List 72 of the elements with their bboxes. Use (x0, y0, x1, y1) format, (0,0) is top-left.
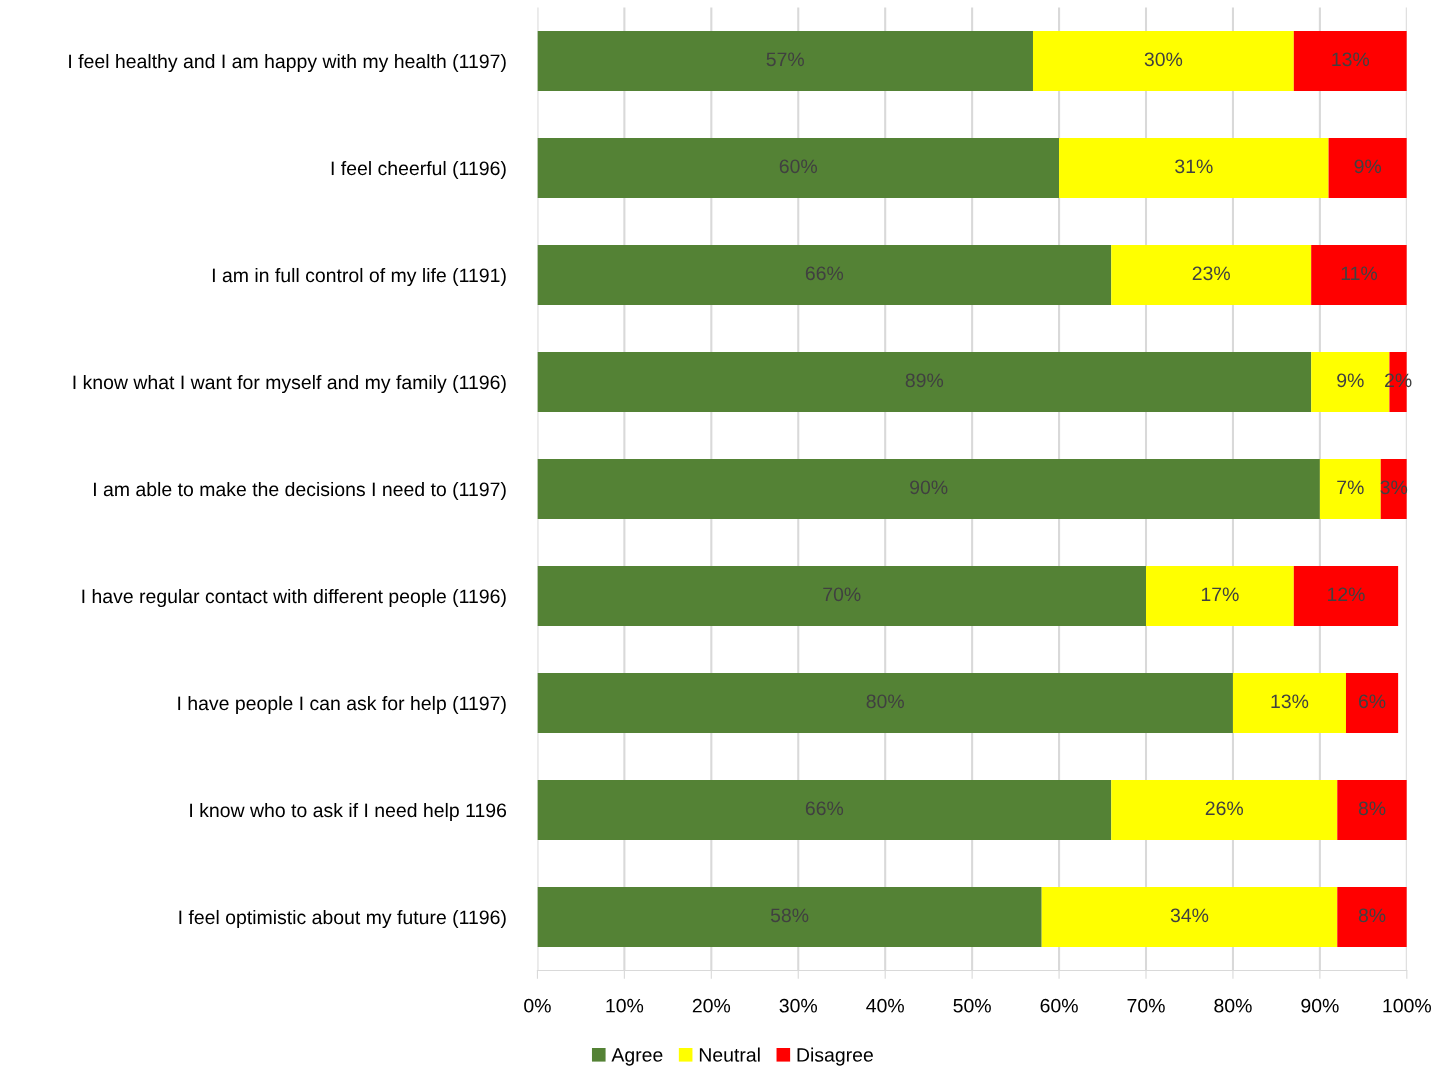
bar (1232, 673, 1346, 733)
data-label: 9% (1354, 159, 1382, 174)
bar (537, 138, 1060, 198)
data-label: 12% (1327, 587, 1365, 602)
data-label: 89% (905, 373, 944, 388)
bar (1146, 566, 1294, 626)
y-tick-label: I know who to ask if I need help 1196 (190, 802, 507, 822)
bar (1345, 673, 1399, 733)
legend-label: Neutral (699, 1047, 760, 1062)
bar (537, 673, 1233, 733)
x-tick-label: 50% (953, 998, 991, 1013)
bar (1337, 780, 1407, 840)
x-tick-label: 60% (1040, 998, 1078, 1013)
y-tick-label: I feel optimistic about my future (1196) (179, 909, 506, 929)
x-tick-label: 90% (1301, 998, 1339, 1013)
x-tick-label: 80% (1214, 998, 1252, 1013)
bar (537, 459, 1320, 519)
data-label: 57% (766, 52, 804, 67)
bar (537, 245, 1112, 305)
y-tick-label: I am in full control of my life (1191) (212, 267, 506, 287)
x-tick-label: 20% (692, 998, 731, 1013)
data-label: 23% (1192, 266, 1230, 281)
bar (1059, 138, 1329, 198)
x-tick-label: 40% (866, 998, 904, 1013)
bar (1041, 887, 1338, 947)
bar (537, 352, 1312, 412)
data-label: 6% (1358, 694, 1386, 709)
legend-label: Disagree (797, 1047, 873, 1066)
data-label: 66% (805, 266, 844, 281)
bar (1111, 780, 1338, 840)
data-label: 70% (823, 587, 861, 602)
x-tick-label: 0% (524, 998, 551, 1013)
data-label: 30% (1144, 52, 1183, 67)
data-label: 31% (1175, 159, 1213, 174)
bar (537, 887, 1042, 947)
data-label: 8% (1358, 908, 1386, 923)
data-label: 34% (1170, 908, 1209, 923)
bar (1311, 245, 1407, 305)
x-tick-label: 100% (1383, 998, 1431, 1013)
bar (537, 780, 1112, 840)
x-tick-label: 30% (779, 998, 818, 1013)
data-label: 58% (770, 908, 809, 923)
data-label: 8% (1358, 801, 1386, 816)
data-label: 80% (866, 694, 904, 709)
bar (537, 566, 1147, 626)
x-tick-label: 10% (606, 998, 644, 1013)
bar (1293, 566, 1399, 626)
y-tick-label: I feel cheerful (1196) (331, 160, 506, 180)
bar (1319, 459, 1381, 519)
bar (1337, 887, 1407, 947)
y-tick-label: I know what I want for myself and my family (1196) (73, 374, 506, 394)
data-label: 66% (805, 801, 844, 816)
data-label: 9% (1337, 373, 1364, 388)
bar (1328, 138, 1407, 198)
data-label: 17% (1201, 587, 1239, 602)
bar (1032, 31, 1294, 91)
bar (1111, 245, 1312, 305)
y-tick-label: I have people I can ask for help (1197) (178, 695, 506, 715)
y-tick-label: I have regular contact with different people (1196) (82, 588, 506, 608)
data-label: 13% (1271, 694, 1309, 709)
legend-label: Agree (611, 1048, 663, 1066)
data-label: 7% (1337, 480, 1364, 495)
y-tick-label: I am able to make the decisions I need to (1197) (94, 481, 506, 501)
data-label: 60% (779, 159, 818, 174)
bar (1293, 31, 1407, 91)
data-label: 26% (1205, 801, 1244, 816)
y-tick-label: I feel healthy and I am happy with my health (1197) (69, 53, 506, 73)
data-label: 90% (910, 480, 948, 495)
data-label: 13% (1332, 52, 1370, 67)
x-tick-label: 70% (1127, 998, 1165, 1013)
bar (537, 31, 1033, 91)
data-label: 11% (1341, 266, 1378, 281)
